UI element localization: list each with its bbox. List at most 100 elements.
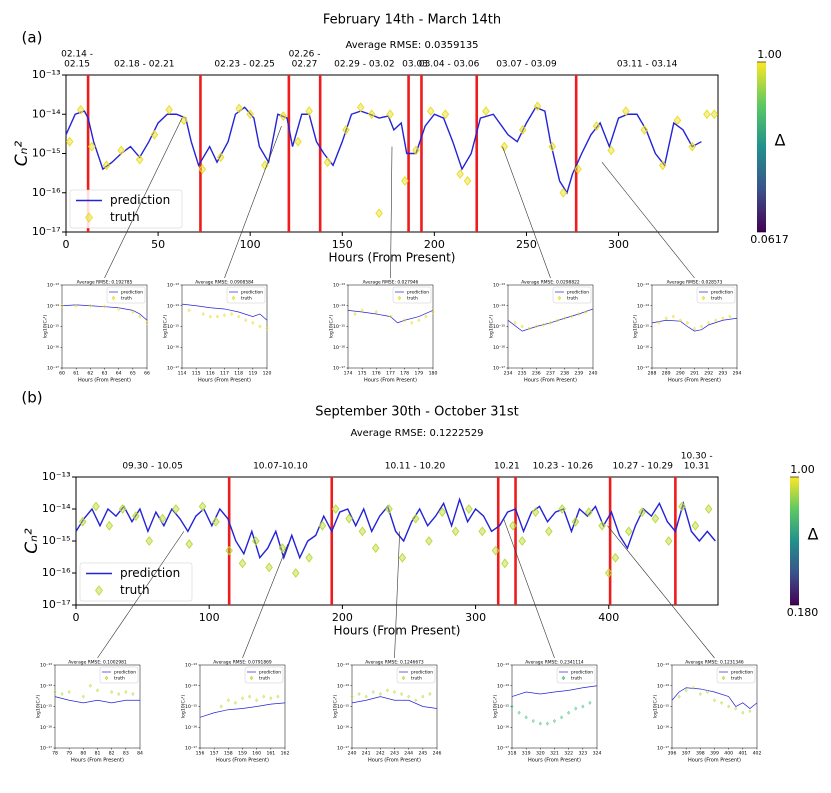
legend-label: truth — [711, 296, 722, 302]
x-axis-label: Hours (From Present) — [528, 758, 581, 764]
truth-point — [388, 314, 393, 319]
y-tick-label: 10⁻¹³ — [497, 663, 509, 669]
x-tick-label: 114 — [178, 371, 187, 377]
y-tick-label: 10⁻¹³ — [185, 663, 197, 669]
truth-point — [658, 160, 667, 171]
legend-box — [106, 286, 146, 304]
x-tick-label: 294 — [733, 371, 742, 377]
x-tick-label: 200 — [424, 238, 445, 251]
legend-label: prediction — [120, 566, 180, 580]
truth-point — [124, 689, 128, 695]
x-tick-label: 288 — [648, 371, 657, 377]
truth-point — [240, 696, 245, 701]
truth-point — [414, 698, 418, 703]
chart-subtitle: Average RMSE: 0.0359135 — [345, 40, 478, 51]
inset-title: Average RMSE: 0.1246673 — [365, 660, 424, 666]
y-tick-label: 10⁻¹⁴ — [47, 303, 59, 309]
connector — [224, 125, 282, 279]
truth-point — [212, 516, 220, 527]
x-tick-label: 237 — [546, 371, 555, 377]
x-axis-label: Hours (From Present) — [334, 624, 461, 638]
inset-title: Average RMSE: 0.2341114 — [525, 660, 584, 666]
legend-label: prediction — [571, 670, 593, 676]
truth-point — [705, 689, 709, 695]
segment-label: 03.04 - 03.06 — [418, 59, 480, 70]
x-tick-label: 156 — [196, 751, 205, 757]
series-line — [181, 303, 268, 321]
x-tick-label: 399 — [710, 751, 719, 757]
legend-box — [69, 189, 183, 229]
truth-point — [305, 552, 313, 563]
legend-swatch — [701, 295, 706, 301]
truth-point — [545, 526, 553, 537]
y-axis-label: log10(Cₙ²) — [493, 695, 499, 719]
series-line — [511, 685, 598, 697]
y-tick-label: 10⁻¹⁷ — [333, 366, 345, 372]
x-tick-label: 321 — [550, 751, 559, 757]
inset-title: Average RMSE: 0.0298822 — [521, 280, 580, 286]
truth-point — [517, 710, 521, 715]
truth-point — [748, 709, 752, 714]
y-tick-label: 10⁻¹³ — [333, 283, 345, 289]
truth-point — [117, 306, 121, 311]
legend-swatch — [721, 675, 726, 681]
segment-label: 09.30 - 10.05 — [122, 461, 183, 472]
segment-label: 10.21 — [493, 461, 520, 472]
truth-point — [248, 694, 252, 699]
truth-point — [305, 106, 313, 117]
truth-point — [703, 109, 711, 120]
truth-point — [651, 513, 660, 524]
truth-point — [356, 102, 365, 113]
x-tick-label: 238 — [560, 371, 569, 377]
truth-point — [640, 124, 649, 135]
x-tick-label: 400 — [724, 751, 733, 757]
truth-point — [292, 568, 300, 578]
truth-point — [398, 552, 407, 563]
legend-box — [716, 666, 756, 684]
legend-box — [556, 666, 596, 684]
truth-point — [131, 691, 135, 697]
truth-point — [201, 311, 205, 317]
inset-chart: 10⁻¹⁷ 10⁻¹⁶ 10⁻¹⁵ 10⁻¹⁴ 10⁻¹³ 174 175 176 177 178… — [329, 280, 438, 384]
truth-point — [378, 691, 382, 697]
truth-point — [216, 152, 225, 163]
y-tick-label: 10⁻¹⁴ — [185, 683, 197, 689]
truth-point — [81, 694, 85, 699]
truth-point — [592, 121, 601, 131]
legend-label: prediction — [731, 670, 753, 676]
segment-label: 10.07-10.10 — [253, 461, 308, 472]
connector — [97, 531, 185, 659]
truth-point — [135, 154, 144, 165]
truth-point — [510, 704, 514, 709]
truth-point — [353, 311, 357, 317]
truth-point — [371, 689, 375, 695]
x-tick-label: 290 — [676, 371, 685, 377]
truth-point — [265, 562, 273, 573]
y-tick-label: 10⁻¹⁶ — [167, 345, 179, 351]
y-tick-label: 10⁻¹³ — [42, 470, 71, 483]
x-tick-label: 401 — [738, 751, 747, 757]
truth-point — [60, 691, 64, 697]
truth-point — [509, 520, 517, 531]
truth-point — [131, 309, 135, 315]
x-tick-label: 116 — [206, 371, 215, 377]
inset-title: Average RMSE: 0.1231346 — [685, 660, 744, 666]
truth-point — [385, 504, 393, 514]
truth-point — [358, 526, 367, 537]
y-tick-label: 10⁻¹⁶ — [42, 566, 71, 579]
legend-label: truth — [110, 210, 140, 224]
x-tick-label: 150 — [332, 238, 353, 251]
y-tick-label: 10⁻¹⁷ — [47, 366, 59, 372]
segment-label: 02.23 - 02.25 — [214, 59, 275, 70]
truth-point — [698, 691, 702, 697]
y-tick-label: 10⁻¹⁵ — [167, 324, 179, 330]
truth-point — [150, 129, 159, 140]
legend-label: truth — [121, 296, 132, 302]
y-tick-label: 10⁻¹⁷ — [185, 746, 197, 752]
truth-point — [222, 313, 227, 318]
truth-point — [428, 691, 432, 697]
series-line — [347, 310, 434, 324]
truth-point — [524, 715, 528, 720]
truth-point — [538, 721, 542, 726]
